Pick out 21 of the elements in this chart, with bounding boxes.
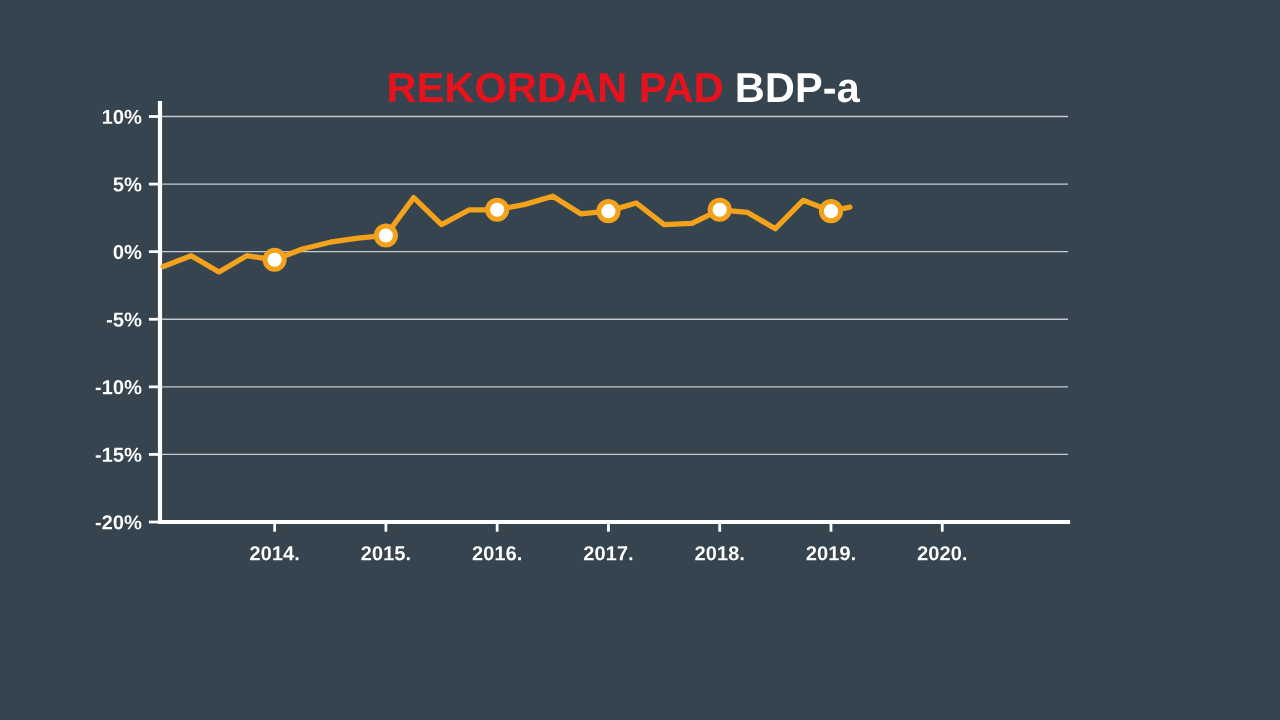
x-tick-label: 2015. [361,546,410,561]
y-tick-label: -5% [106,312,142,327]
point [262,247,287,272]
y-tick-label: 10% [102,109,142,125]
y-tick-label: 5% [113,177,142,192]
chart-title: REKORDAN PAD BDP-a [389,72,861,103]
x-tick-label: 2018. [695,546,744,561]
y-tick-label: 0% [113,244,142,260]
x-tick-label: 2020. [917,546,967,561]
x-tick-label: 2019. [806,546,855,561]
point [485,197,510,222]
point [707,197,732,222]
point [596,199,621,224]
x-tick-label: 2014. [250,546,299,561]
y-tick-label: -10% [95,380,142,395]
point [373,223,398,248]
y-tick-label: -15% [95,447,142,462]
x-tick-label: 2016. [472,546,521,561]
x-tick-label: 2017. [583,546,633,561]
y-tick-label: -20% [95,515,142,530]
point [818,199,844,224]
